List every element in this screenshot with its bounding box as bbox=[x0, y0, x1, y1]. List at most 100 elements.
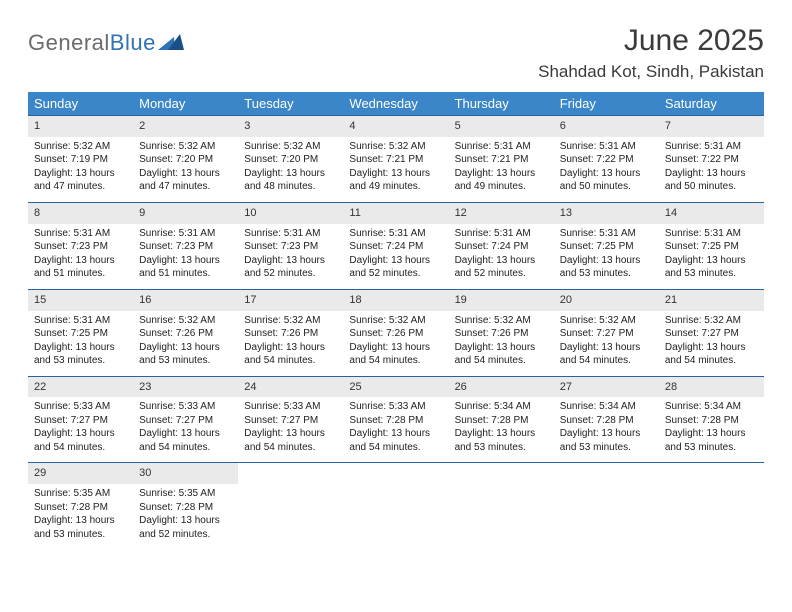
sunrise-text: Sunrise: 5:33 AM bbox=[139, 400, 232, 414]
day-number: 27 bbox=[554, 377, 659, 398]
calendar-cell: 22Sunrise: 5:33 AMSunset: 7:27 PMDayligh… bbox=[28, 376, 133, 463]
page-header: GeneralBlue June 2025 Shahdad Kot, Sindh… bbox=[28, 24, 764, 82]
sunset-text: Sunset: 7:28 PM bbox=[665, 414, 758, 428]
calendar-row: 1Sunrise: 5:32 AMSunset: 7:19 PMDaylight… bbox=[28, 116, 764, 203]
sunset-text: Sunset: 7:27 PM bbox=[560, 327, 653, 341]
day-number: 15 bbox=[28, 290, 133, 311]
daylight-text: Daylight: 13 hours and 54 minutes. bbox=[244, 427, 337, 454]
sunrise-text: Sunrise: 5:35 AM bbox=[34, 487, 127, 501]
sunrise-text: Sunrise: 5:31 AM bbox=[560, 227, 653, 241]
day-number: 17 bbox=[238, 290, 343, 311]
logo-text: GeneralBlue bbox=[28, 30, 156, 56]
calendar-row: 22Sunrise: 5:33 AMSunset: 7:27 PMDayligh… bbox=[28, 376, 764, 463]
calendar-cell: 28Sunrise: 5:34 AMSunset: 7:28 PMDayligh… bbox=[659, 376, 764, 463]
calendar-cell: 10Sunrise: 5:31 AMSunset: 7:23 PMDayligh… bbox=[238, 202, 343, 289]
day-number: 13 bbox=[554, 203, 659, 224]
calendar-page: GeneralBlue June 2025 Shahdad Kot, Sindh… bbox=[0, 0, 792, 569]
calendar-cell: 5Sunrise: 5:31 AMSunset: 7:21 PMDaylight… bbox=[449, 116, 554, 203]
day-body: Sunrise: 5:32 AMSunset: 7:26 PMDaylight:… bbox=[343, 311, 448, 376]
daylight-text: Daylight: 13 hours and 54 minutes. bbox=[244, 341, 337, 368]
daylight-text: Daylight: 13 hours and 50 minutes. bbox=[560, 167, 653, 194]
calendar-cell: 14Sunrise: 5:31 AMSunset: 7:25 PMDayligh… bbox=[659, 202, 764, 289]
day-body: Sunrise: 5:32 AMSunset: 7:26 PMDaylight:… bbox=[133, 311, 238, 376]
day-body: Sunrise: 5:32 AMSunset: 7:19 PMDaylight:… bbox=[28, 137, 133, 202]
sunrise-text: Sunrise: 5:31 AM bbox=[244, 227, 337, 241]
day-body: Sunrise: 5:31 AMSunset: 7:23 PMDaylight:… bbox=[238, 224, 343, 289]
day-body bbox=[343, 469, 448, 527]
sunset-text: Sunset: 7:27 PM bbox=[34, 414, 127, 428]
logo: GeneralBlue bbox=[28, 24, 184, 56]
sunset-text: Sunset: 7:26 PM bbox=[349, 327, 442, 341]
day-body: Sunrise: 5:34 AMSunset: 7:28 PMDaylight:… bbox=[554, 397, 659, 462]
sunrise-text: Sunrise: 5:32 AM bbox=[244, 140, 337, 154]
sunset-text: Sunset: 7:24 PM bbox=[349, 240, 442, 254]
sunset-text: Sunset: 7:22 PM bbox=[560, 153, 653, 167]
daylight-text: Daylight: 13 hours and 53 minutes. bbox=[139, 341, 232, 368]
day-number: 18 bbox=[343, 290, 448, 311]
calendar-cell: 9Sunrise: 5:31 AMSunset: 7:23 PMDaylight… bbox=[133, 202, 238, 289]
calendar-head: Sunday Monday Tuesday Wednesday Thursday… bbox=[28, 92, 764, 116]
sunset-text: Sunset: 7:21 PM bbox=[349, 153, 442, 167]
day-number: 28 bbox=[659, 377, 764, 398]
calendar-cell: 2Sunrise: 5:32 AMSunset: 7:20 PMDaylight… bbox=[133, 116, 238, 203]
sunrise-text: Sunrise: 5:32 AM bbox=[34, 140, 127, 154]
daylight-text: Daylight: 13 hours and 53 minutes. bbox=[560, 254, 653, 281]
day-number: 20 bbox=[554, 290, 659, 311]
sunrise-text: Sunrise: 5:32 AM bbox=[139, 140, 232, 154]
daylight-text: Daylight: 13 hours and 53 minutes. bbox=[34, 514, 127, 541]
sunset-text: Sunset: 7:21 PM bbox=[455, 153, 548, 167]
sunset-text: Sunset: 7:26 PM bbox=[244, 327, 337, 341]
dayhead-friday: Friday bbox=[554, 92, 659, 116]
day-body: Sunrise: 5:31 AMSunset: 7:24 PMDaylight:… bbox=[343, 224, 448, 289]
sunset-text: Sunset: 7:24 PM bbox=[455, 240, 548, 254]
sunset-text: Sunset: 7:20 PM bbox=[244, 153, 337, 167]
sunset-text: Sunset: 7:27 PM bbox=[139, 414, 232, 428]
sunrise-text: Sunrise: 5:33 AM bbox=[244, 400, 337, 414]
daylight-text: Daylight: 13 hours and 47 minutes. bbox=[34, 167, 127, 194]
sunset-text: Sunset: 7:19 PM bbox=[34, 153, 127, 167]
daylight-text: Daylight: 13 hours and 50 minutes. bbox=[665, 167, 758, 194]
calendar-cell: 30Sunrise: 5:35 AMSunset: 7:28 PMDayligh… bbox=[133, 463, 238, 549]
logo-word-blue: Blue bbox=[110, 30, 156, 55]
calendar-body: 1Sunrise: 5:32 AMSunset: 7:19 PMDaylight… bbox=[28, 116, 764, 550]
dayhead-thursday: Thursday bbox=[449, 92, 554, 116]
sunrise-text: Sunrise: 5:32 AM bbox=[560, 314, 653, 328]
daylight-text: Daylight: 13 hours and 49 minutes. bbox=[455, 167, 548, 194]
day-number: 10 bbox=[238, 203, 343, 224]
day-number: 21 bbox=[659, 290, 764, 311]
calendar-cell: 15Sunrise: 5:31 AMSunset: 7:25 PMDayligh… bbox=[28, 289, 133, 376]
day-body: Sunrise: 5:33 AMSunset: 7:27 PMDaylight:… bbox=[133, 397, 238, 462]
day-number: 24 bbox=[238, 377, 343, 398]
daylight-text: Daylight: 13 hours and 51 minutes. bbox=[34, 254, 127, 281]
calendar-row: 15Sunrise: 5:31 AMSunset: 7:25 PMDayligh… bbox=[28, 289, 764, 376]
day-body: Sunrise: 5:31 AMSunset: 7:21 PMDaylight:… bbox=[449, 137, 554, 202]
sunset-text: Sunset: 7:28 PM bbox=[455, 414, 548, 428]
day-number: 8 bbox=[28, 203, 133, 224]
day-body: Sunrise: 5:32 AMSunset: 7:26 PMDaylight:… bbox=[449, 311, 554, 376]
day-body: Sunrise: 5:32 AMSunset: 7:20 PMDaylight:… bbox=[238, 137, 343, 202]
sunrise-text: Sunrise: 5:32 AM bbox=[349, 140, 442, 154]
day-number: 30 bbox=[133, 463, 238, 484]
day-number: 25 bbox=[343, 377, 448, 398]
calendar-cell: 25Sunrise: 5:33 AMSunset: 7:28 PMDayligh… bbox=[343, 376, 448, 463]
calendar-cell: 24Sunrise: 5:33 AMSunset: 7:27 PMDayligh… bbox=[238, 376, 343, 463]
daylight-text: Daylight: 13 hours and 53 minutes. bbox=[665, 427, 758, 454]
day-body: Sunrise: 5:35 AMSunset: 7:28 PMDaylight:… bbox=[133, 484, 238, 549]
calendar-cell: 3Sunrise: 5:32 AMSunset: 7:20 PMDaylight… bbox=[238, 116, 343, 203]
calendar-row: 8 Sunrise: 5:31 AMSunset: 7:23 PMDaylight… bbox=[28, 202, 764, 289]
day-body: Sunrise: 5:32 AMSunset: 7:26 PMDaylight:… bbox=[238, 311, 343, 376]
calendar-cell: 16Sunrise: 5:32 AMSunset: 7:26 PMDayligh… bbox=[133, 289, 238, 376]
sunrise-text: Sunrise: 5:31 AM bbox=[34, 314, 127, 328]
daylight-text: Daylight: 13 hours and 54 minutes. bbox=[34, 427, 127, 454]
day-number: 29 bbox=[28, 463, 133, 484]
day-number: 23 bbox=[133, 377, 238, 398]
daylight-text: Daylight: 13 hours and 54 minutes. bbox=[349, 341, 442, 368]
sunset-text: Sunset: 7:25 PM bbox=[665, 240, 758, 254]
sunrise-text: Sunrise: 5:34 AM bbox=[560, 400, 653, 414]
daylight-text: Daylight: 13 hours and 54 minutes. bbox=[455, 341, 548, 368]
day-body: Sunrise: 5:31 AMSunset: 7:24 PMDaylight:… bbox=[449, 224, 554, 289]
title-block: June 2025 Shahdad Kot, Sindh, Pakistan bbox=[538, 24, 764, 82]
calendar-cell: 8Sunrise: 5:31 AMSunset: 7:23 PMDaylight… bbox=[28, 202, 133, 289]
calendar-table: Sunday Monday Tuesday Wednesday Thursday… bbox=[28, 92, 764, 549]
dayhead-wednesday: Wednesday bbox=[343, 92, 448, 116]
